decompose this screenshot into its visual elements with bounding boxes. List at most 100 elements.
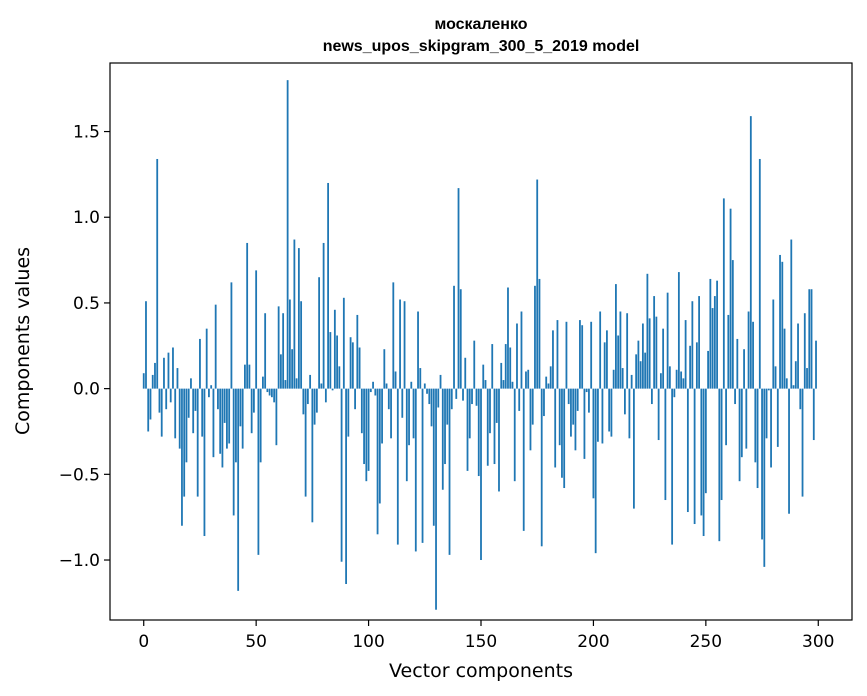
- bar-11: [167, 352, 170, 389]
- bar-56: [268, 388, 271, 396]
- bar-153: [486, 388, 489, 466]
- bar-164: [511, 381, 514, 389]
- bar-64: [286, 80, 289, 389]
- bar-9: [163, 357, 165, 389]
- chart-title-line-2: news_upos_skipgram_300_5_2019 model: [323, 38, 640, 55]
- bar-199: [590, 321, 593, 389]
- bar-88: [340, 388, 343, 562]
- bar-202: [597, 388, 599, 442]
- bar-137: [450, 388, 453, 410]
- bar-193: [576, 388, 579, 411]
- bar-280: [772, 299, 775, 389]
- bar-144: [466, 388, 469, 471]
- bar-103: [374, 388, 377, 396]
- bar-26: [201, 388, 204, 437]
- y-tick-label: −1.0: [59, 551, 100, 571]
- bar-40: [232, 388, 235, 516]
- bar-110: [390, 388, 392, 439]
- bar-117: [405, 388, 408, 482]
- bar-257: [720, 388, 723, 501]
- bar-165: [513, 388, 516, 482]
- bar-158: [498, 388, 500, 492]
- y-tick-label: −0.5: [59, 465, 100, 485]
- bar-70: [300, 301, 303, 389]
- bar-219: [635, 354, 638, 389]
- bar-81: [324, 388, 327, 403]
- bar-192: [574, 388, 577, 451]
- bar-96: [358, 347, 361, 389]
- y-tick-label: 1.0: [73, 208, 100, 228]
- bar-242: [686, 388, 689, 513]
- bar-270: [749, 116, 752, 389]
- bar-154: [489, 388, 491, 434]
- bar-239: [680, 371, 683, 389]
- bar-52: [259, 388, 262, 463]
- bar-159: [500, 362, 503, 389]
- bar-203: [599, 311, 602, 389]
- bar-121: [414, 388, 417, 552]
- y-tick-label: 0.5: [73, 294, 100, 314]
- bar-59: [275, 388, 278, 446]
- bar-269: [747, 311, 750, 389]
- bar-244: [691, 301, 694, 389]
- bar-276: [763, 388, 766, 567]
- bar-42: [237, 388, 240, 591]
- bar-292: [799, 388, 802, 410]
- bar-227: [653, 296, 656, 389]
- bar-248: [700, 388, 703, 516]
- bar-249: [702, 388, 705, 537]
- bar-225: [648, 318, 651, 389]
- bar-36: [223, 388, 226, 423]
- bar-268: [745, 388, 748, 449]
- bar-253: [711, 308, 714, 389]
- bar-41: [235, 388, 237, 463]
- bar-90: [345, 388, 347, 585]
- bar-23: [194, 388, 197, 411]
- bar-233: [666, 292, 669, 389]
- bar-87: [338, 366, 341, 389]
- bar-101: [369, 388, 372, 393]
- bar-259: [725, 388, 727, 446]
- bar-140: [457, 188, 460, 389]
- bar-150: [480, 388, 482, 561]
- bar-220: [637, 340, 640, 389]
- bar-160: [502, 380, 505, 389]
- bar-55: [266, 388, 269, 393]
- bar-45: [244, 364, 246, 389]
- bar-67: [293, 239, 296, 389]
- bar-83: [329, 332, 332, 389]
- bar-266: [740, 388, 743, 458]
- bar-107: [383, 349, 386, 389]
- bar-61: [279, 354, 282, 389]
- bar-198: [588, 388, 590, 413]
- bar-3: [149, 388, 152, 420]
- bar-184: [556, 320, 559, 389]
- x-tick-label: 100: [352, 632, 384, 652]
- bar-205: [603, 342, 606, 389]
- bar-272: [754, 388, 757, 463]
- bar-262: [731, 260, 734, 389]
- bar-77: [315, 388, 318, 413]
- bar-186: [561, 388, 563, 478]
- bar-92: [349, 337, 352, 389]
- bar-98: [363, 388, 365, 465]
- bar-32: [214, 304, 217, 389]
- bar-175: [536, 179, 539, 389]
- bar-255: [716, 280, 718, 389]
- bar-195: [581, 325, 584, 389]
- bar-95: [356, 314, 359, 389]
- bar-251: [707, 350, 709, 389]
- bar-263: [734, 388, 736, 405]
- bar-169: [522, 388, 525, 531]
- bar-256: [718, 388, 721, 542]
- bar-295: [806, 368, 808, 389]
- bar-200: [592, 388, 595, 499]
- bar-231: [662, 328, 665, 389]
- bar-282: [776, 388, 779, 447]
- bar-128: [430, 388, 433, 427]
- bar-1: [145, 301, 147, 389]
- bar-13: [172, 347, 174, 389]
- bar-232: [664, 388, 667, 501]
